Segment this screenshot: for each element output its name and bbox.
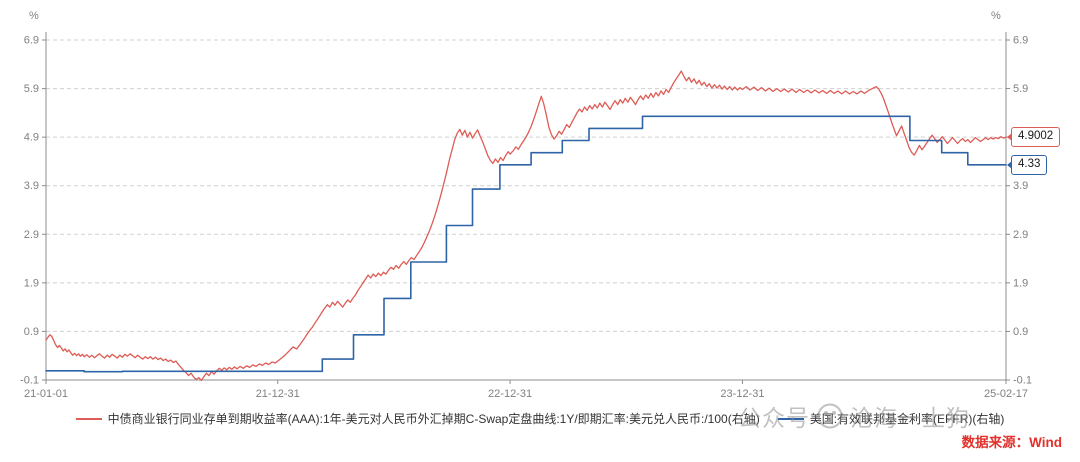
legend-item-ncd-swap[interactable]: 中债商业银行同业存单到期收益率(AAA):1年-美元对人民币外汇掉期C-Swap…	[75, 410, 760, 427]
y-tick-label-right: 3.9	[1013, 180, 1028, 192]
y-tick-label-right: 6.9	[1013, 35, 1028, 47]
x-tick-label: 23-12-31	[720, 388, 764, 400]
y-tick-label-right: -0.1	[1013, 375, 1032, 387]
y-tick-label-right: 0.9	[1013, 326, 1028, 338]
legend-label-ncd-swap: 中债商业银行同业存单到期收益率(AAA):1年-美元对人民币外汇掉期C-Swap…	[107, 412, 760, 426]
y-axis-unit-left: %	[29, 10, 39, 22]
y-tick-label-right: 1.9	[1013, 277, 1028, 289]
y-tick-label-right: 2.9	[1013, 229, 1028, 241]
y-tick-label-left: 3.9	[24, 180, 39, 192]
y-tick-label-left: -0.1	[20, 375, 39, 387]
series-line-ncd-swap	[45, 70, 1007, 382]
data-source: 数据来源：Wind	[961, 435, 1062, 450]
x-tick-label: 25-02-17	[984, 388, 1028, 400]
end-label-effr: 4.33	[1006, 155, 1048, 175]
legend: 中债商业银行同业存单到期收益率(AAA):1年-美元对人民币外汇掉期C-Swap…	[0, 410, 1080, 427]
end-label-ncd-swap: 4.9002	[1006, 127, 1061, 147]
y-axis-unit-right: %	[991, 10, 1001, 22]
y-tick-label-left: 5.9	[24, 83, 39, 95]
x-tick-label: 21-12-31	[256, 388, 300, 400]
x-tick-label: 22-12-31	[488, 388, 532, 400]
legend-line-marker-red	[75, 417, 102, 420]
legend-label-effr: 美国:有效联邦基金利率(EFFR)(右轴)	[809, 412, 1005, 426]
series-line-effr	[45, 115, 1007, 373]
y-tick-label-left: 4.9	[24, 132, 39, 144]
y-tick-label-left: 1.9	[24, 277, 39, 289]
y-tick-label-left: 2.9	[24, 229, 39, 241]
y-tick-label-left: 0.9	[24, 326, 39, 338]
legend-line-marker-blue	[777, 417, 804, 420]
legend-item-effr[interactable]: 美国:有效联邦基金利率(EFFR)(右轴)	[777, 410, 1005, 427]
x-tick-label: 21-01-01	[24, 388, 68, 400]
y-tick-label-left: 6.9	[24, 35, 39, 47]
y-tick-label-right: 5.9	[1013, 83, 1028, 95]
